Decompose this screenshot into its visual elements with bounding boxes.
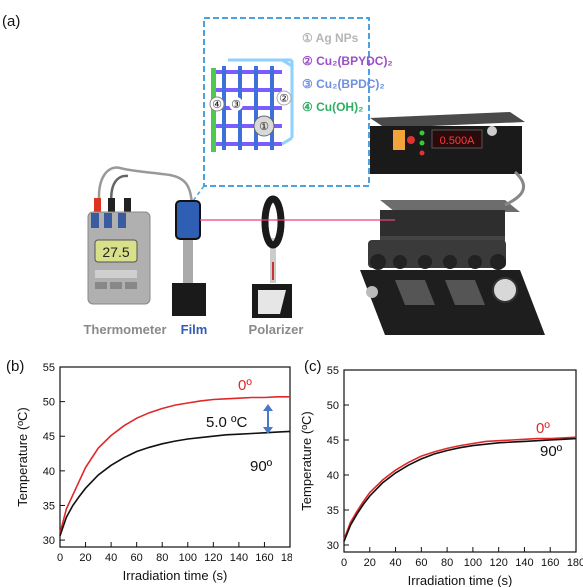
chart-panel-c: (c) 0 20 40 60 80 100 120 140 160 180 30 35 40 45 50 55 I… [300, 358, 583, 587]
legend-item-3: ③ Cu₂(BPDC)₂ [302, 77, 385, 91]
plot-frame [343, 369, 577, 553]
x-tick-label: 20 [364, 557, 376, 569]
x-tick-label: 160 [541, 557, 559, 569]
power-display-readout: 0.500A [440, 135, 476, 147]
y-tick-label: 40 [43, 466, 55, 478]
film-holder [172, 200, 206, 316]
mof-lattice: ④ ③ ② ① [209, 58, 294, 152]
thermometer-device: 27.5 [87, 166, 194, 305]
panel-label: (c) [304, 358, 322, 375]
x-tick-label: 100 [464, 557, 482, 569]
series-label-1: 90º [540, 443, 563, 460]
x-tick-label: 180 [281, 552, 292, 564]
y-tick-label: 45 [43, 431, 55, 443]
y-tick-label: 40 [327, 470, 339, 482]
thermometer-display-readout: 27.5 [102, 244, 129, 260]
x-tick-label: 140 [515, 557, 533, 569]
power-supply: 0.500A [370, 112, 525, 207]
y-tick-label: 30 [327, 540, 339, 552]
x-tick-label: 180 [567, 557, 583, 569]
thermometer-label: Thermometer [83, 322, 166, 337]
setup-schematic: (a) 0.500A [2, 13, 545, 337]
y-axis-label: Temperature (ºC) [15, 407, 30, 506]
series-label-1: 90º [250, 458, 273, 475]
marker-label-3: ③ [231, 99, 241, 111]
x-tick-label: 20 [79, 552, 91, 564]
x-tick-label: 120 [204, 552, 222, 564]
y-tick-label: 55 [327, 365, 339, 377]
series-line-1 [59, 430, 291, 537]
legend-item-1: ① Ag NPs [302, 31, 359, 45]
panel-label: (b) [6, 358, 24, 375]
series-line-1 [343, 437, 577, 542]
legend-item-4: ④ Cu(OH)₂ [302, 100, 363, 114]
mof-legend: ① Ag NPs ② Cu₂(BPYDC)₂ ③ Cu₂(BPDC)₂ ④ Cu… [302, 31, 393, 114]
y-tick-label: 45 [327, 435, 339, 447]
y-tick-label: 35 [43, 500, 55, 512]
polarizer-label: Polarizer [249, 322, 304, 337]
x-tick-label: 40 [389, 557, 401, 569]
x-tick-label: 0 [57, 552, 63, 564]
polarizer-device [252, 195, 292, 318]
y-tick-label: 50 [327, 400, 339, 412]
series-line-0 [343, 436, 577, 540]
x-tick-label: 80 [441, 557, 453, 569]
delta-arrow-head-down [263, 427, 273, 434]
delta-arrow-head-up [263, 404, 273, 411]
y-tick-label: 30 [43, 535, 55, 547]
y-tick-label: 55 [43, 362, 55, 374]
marker-label-4: ④ [212, 99, 222, 111]
x-tick-label: 140 [230, 552, 248, 564]
marker-label-2: ② [279, 93, 289, 105]
delta-annotation: 5.0 ºC [206, 414, 247, 431]
x-tick-label: 120 [489, 557, 507, 569]
x-axis-label: Irradiation time (s) [123, 568, 228, 583]
x-tick-label: 60 [131, 552, 143, 564]
y-tick-label: 35 [327, 505, 339, 517]
y-axis-label: Temperature (ºC) [300, 411, 314, 510]
x-tick-label: 60 [415, 557, 427, 569]
film-label: Film [181, 322, 208, 337]
chart-panel-b: (b) 0 20 40 60 80 100 120 140 160 180 30 35 40 45 50 55 I… [6, 358, 292, 583]
x-tick-label: 160 [255, 552, 273, 564]
x-tick-label: 0 [341, 557, 347, 569]
film-sample [175, 200, 201, 240]
y-tick-label: 50 [43, 397, 55, 409]
series-label-0: 0º [238, 377, 252, 394]
series-label-0: 0º [536, 420, 550, 437]
optical-stage [360, 270, 545, 335]
plot-frame [59, 366, 291, 548]
series-line-0 [59, 395, 290, 534]
x-tick-label: 100 [179, 552, 197, 564]
legend-item-2: ② Cu₂(BPYDC)₂ [302, 54, 393, 68]
marker-label-1: ① [259, 121, 269, 133]
x-tick-label: 80 [156, 552, 168, 564]
x-tick-label: 40 [105, 552, 117, 564]
x-axis-label: Irradiation time (s) [408, 573, 513, 587]
panel-a-label: (a) [2, 13, 20, 30]
laser-source [368, 200, 520, 270]
